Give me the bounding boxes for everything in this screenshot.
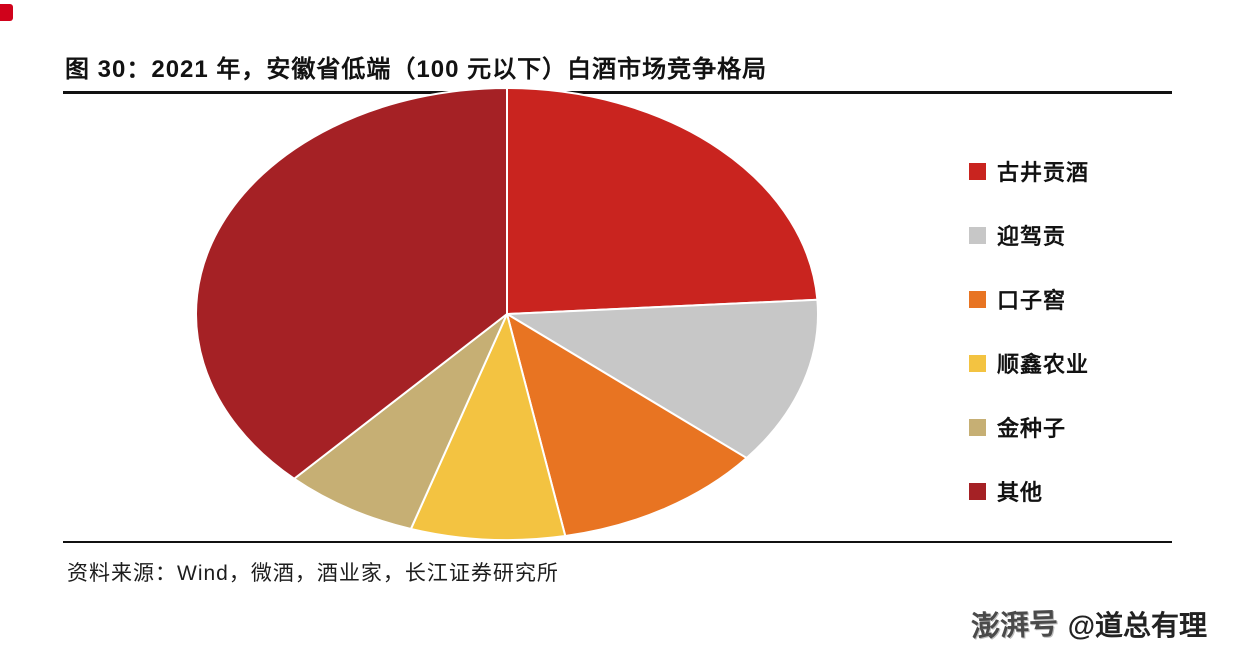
watermark-handle: @道总有理 bbox=[1067, 610, 1207, 641]
footer-divider bbox=[63, 541, 1172, 543]
legend-swatch-icon bbox=[969, 482, 986, 500]
watermark-brand-logo: 澎湃号 bbox=[970, 608, 1059, 644]
legend-item-5: 其他 bbox=[969, 459, 1089, 523]
legend-label: 其他 bbox=[997, 480, 1044, 505]
pie-slice-5 bbox=[195, 86, 508, 480]
legend-label: 迎驾贡 bbox=[997, 224, 1067, 249]
legend-swatch-icon bbox=[969, 226, 986, 244]
pie-chart bbox=[195, 86, 819, 541]
legend-item-0: 古井贡酒 bbox=[969, 139, 1089, 203]
legend-swatch-icon bbox=[969, 290, 986, 308]
legend-swatch-icon bbox=[969, 162, 986, 180]
legend-label: 古井贡酒 bbox=[997, 160, 1090, 185]
figure-title: 图 30：2021 年，安徽省低端（100 元以下）白酒市场竞争格局 bbox=[65, 56, 768, 83]
page-corner-logo-fragment bbox=[0, 4, 13, 21]
legend-label: 金种子 bbox=[997, 416, 1067, 441]
legend-item-3: 顺鑫农业 bbox=[969, 331, 1089, 395]
legend-swatch-icon bbox=[969, 418, 986, 436]
pie-slice-3 bbox=[409, 310, 567, 541]
legend-swatch-icon bbox=[969, 354, 986, 372]
legend-item-2: 口子窖 bbox=[969, 267, 1089, 331]
pie-slice-4 bbox=[292, 313, 508, 531]
figure-card: 图 30：2021 年，安徽省低端（100 元以下）白酒市场竞争格局 古井贡酒迎… bbox=[47, 33, 1186, 600]
title-divider bbox=[63, 91, 1172, 94]
watermark: 澎湃号 @道总有理 bbox=[970, 602, 1207, 644]
legend-label: 顺鑫农业 bbox=[997, 352, 1090, 377]
source-note: 资料来源：Wind，微酒，酒业家，长江证券研究所 bbox=[67, 562, 559, 585]
legend-label: 口子窖 bbox=[997, 288, 1067, 313]
pie-slice-2 bbox=[505, 311, 749, 538]
pie-slice-0 bbox=[506, 86, 819, 316]
legend-item-4: 金种子 bbox=[969, 395, 1089, 459]
chart-legend: 古井贡酒迎驾贡口子窖顺鑫农业金种子其他 bbox=[969, 139, 1089, 523]
legend-item-1: 迎驾贡 bbox=[969, 203, 1089, 267]
pie-slice-1 bbox=[503, 298, 819, 460]
